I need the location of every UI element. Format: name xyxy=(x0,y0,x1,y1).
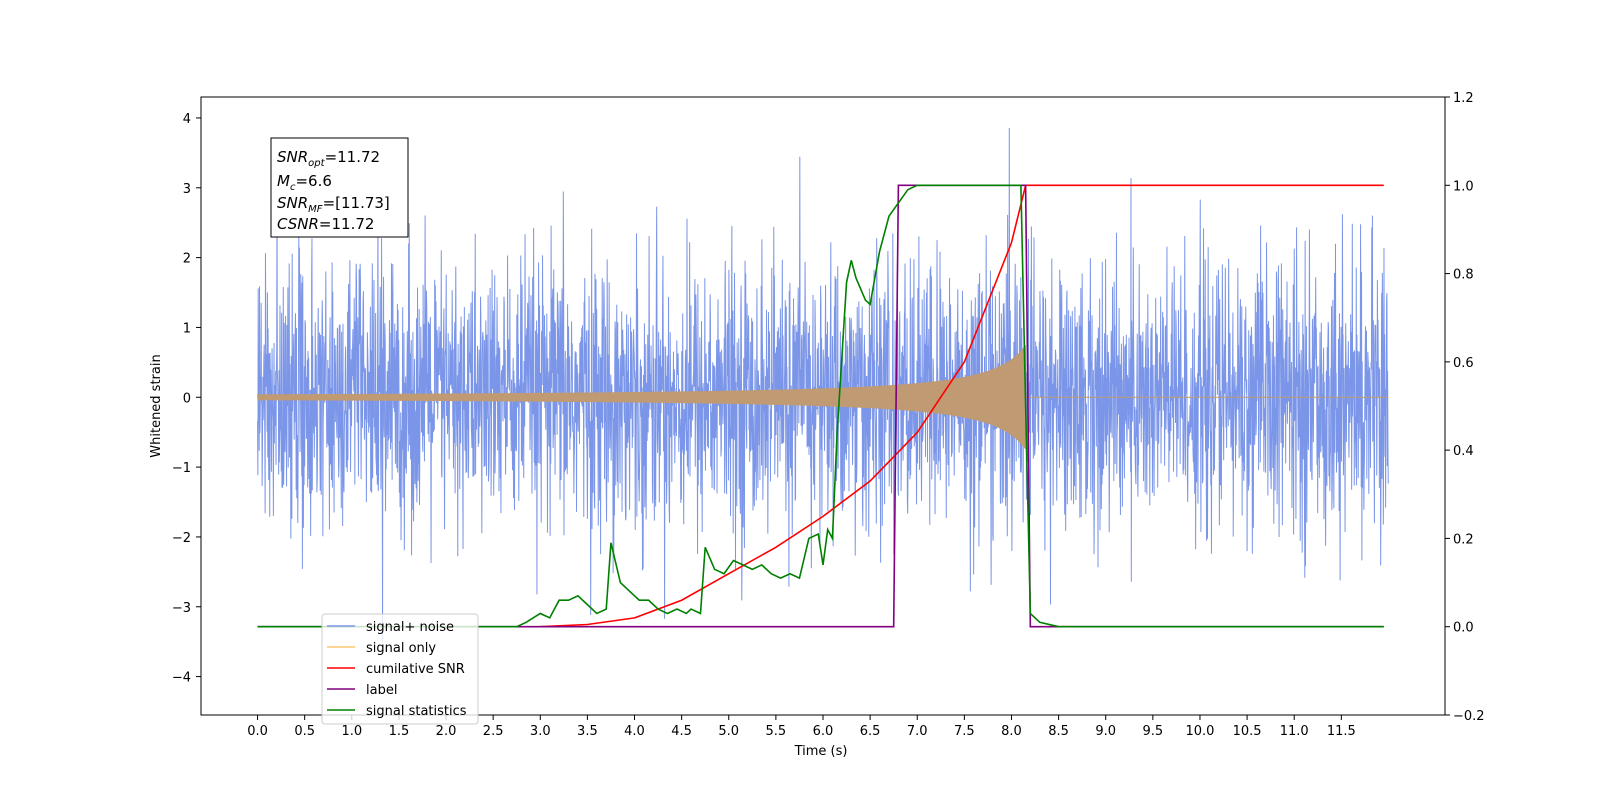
x-tick-label: 2.5 xyxy=(483,724,504,739)
svg-text:cumilative SNR: cumilative SNR xyxy=(366,662,465,677)
y-axis-label: Whitened strain xyxy=(149,354,164,457)
x-tick-label: 1.0 xyxy=(341,724,362,739)
x-tick-label: 11.5 xyxy=(1327,724,1356,739)
y-axis-left: 4 3 2 1 0 −1 −2 −3 −4 xyxy=(172,112,201,686)
x-tick-label: 5.5 xyxy=(766,724,787,739)
svg-text:signal statistics: signal statistics xyxy=(366,704,467,719)
x-tick-label: 6.0 xyxy=(813,724,834,739)
x-tick-label: 4.0 xyxy=(624,724,645,739)
legend-entry-signal-noise: signal+ noise xyxy=(327,620,454,635)
annotation-snr-opt: SNRopt=11.72 xyxy=(277,148,380,169)
y-left-tick-label: 4 xyxy=(183,112,191,127)
x-tick-label: 9.5 xyxy=(1143,724,1164,739)
x-tick-label: 0.0 xyxy=(247,724,268,739)
y-right-tick-label: 0.0 xyxy=(1453,621,1474,636)
y-left-tick-label: 2 xyxy=(183,252,191,267)
y-right-tick-label: 1.2 xyxy=(1453,91,1474,106)
y-left-tick-label: −4 xyxy=(172,671,191,686)
svg-text:signal only: signal only xyxy=(366,641,436,656)
x-tick-label: 6.5 xyxy=(860,724,881,739)
svg-text:signal+ noise: signal+ noise xyxy=(366,620,454,635)
x-tick-label: 10.5 xyxy=(1233,724,1262,739)
plot-area xyxy=(257,128,1389,643)
svg-text:label: label xyxy=(366,683,397,698)
annotation-mc: Mc=6.6 xyxy=(277,172,332,193)
x-tick-label: 1.5 xyxy=(389,724,410,739)
y-left-tick-label: −2 xyxy=(172,531,191,546)
legend-entry-signal-statistics: signal statistics xyxy=(327,704,467,719)
legend-entry-signal-only: signal only xyxy=(327,641,436,656)
annotation-box: SNRopt=11.72 Mc=6.6 SNRMF=[11.73] CSNR=1… xyxy=(270,137,409,238)
x-tick-label: 9.0 xyxy=(1095,724,1116,739)
x-tick-label: 8.5 xyxy=(1048,724,1069,739)
x-tick-label: 4.5 xyxy=(671,724,692,739)
series-cumilative-snr xyxy=(540,184,1384,628)
y-right-tick-label: 0.8 xyxy=(1453,268,1474,283)
y-right-tick-label: 0.6 xyxy=(1453,356,1474,371)
series-signal-noise xyxy=(257,128,1389,643)
y-left-tick-label: 1 xyxy=(183,321,191,336)
legend-entry-cumulative-snr: cumilative SNR xyxy=(327,662,465,677)
y-left-tick-label: 0 xyxy=(183,391,191,406)
series-signal-statistics xyxy=(257,184,1384,628)
x-tick-label: 11.0 xyxy=(1280,724,1309,739)
x-tick-label: 10.0 xyxy=(1185,724,1214,739)
series-signal-only xyxy=(257,345,1389,449)
x-tick-label: 0.5 xyxy=(294,724,315,739)
y-right-tick-label: 1.0 xyxy=(1453,179,1474,194)
x-tick-label: 3.0 xyxy=(530,724,551,739)
y-axis-right: 1.2 1.0 0.8 0.6 0.4 0.2 0.0 −0.2 xyxy=(1445,91,1485,724)
x-tick-label: 3.5 xyxy=(577,724,598,739)
y-left-tick-label: −1 xyxy=(172,461,191,476)
y-left-tick-label: −3 xyxy=(172,601,191,616)
line-series-group xyxy=(257,184,1384,628)
legend: signal+ noise signal only cumilative SNR… xyxy=(321,613,479,725)
x-axis: 0.0 0.5 1.0 1.5 2.0 2.5 3.0 3.5 4.0 4.5 5.0 5.5 6.0 6… xyxy=(247,715,1356,739)
legend-entry-label: label xyxy=(327,683,397,698)
x-tick-label: 5.0 xyxy=(718,724,739,739)
x-tick-label: 7.5 xyxy=(954,724,975,739)
x-tick-label: 8.0 xyxy=(1001,724,1022,739)
annotation-csnr: CSNR=11.72 xyxy=(277,215,374,233)
x-axis-label: Time (s) xyxy=(794,744,848,759)
y-right-tick-label: 0.2 xyxy=(1453,532,1474,547)
annotation-snr-mf: SNRMF=[11.73] xyxy=(277,194,390,215)
x-tick-label: 7.0 xyxy=(907,724,928,739)
y-right-tick-label: −0.2 xyxy=(1453,709,1485,724)
y-right-tick-label: 0.4 xyxy=(1453,444,1474,459)
x-tick-label: 2.0 xyxy=(436,724,457,739)
y-left-tick-label: 3 xyxy=(183,182,191,197)
